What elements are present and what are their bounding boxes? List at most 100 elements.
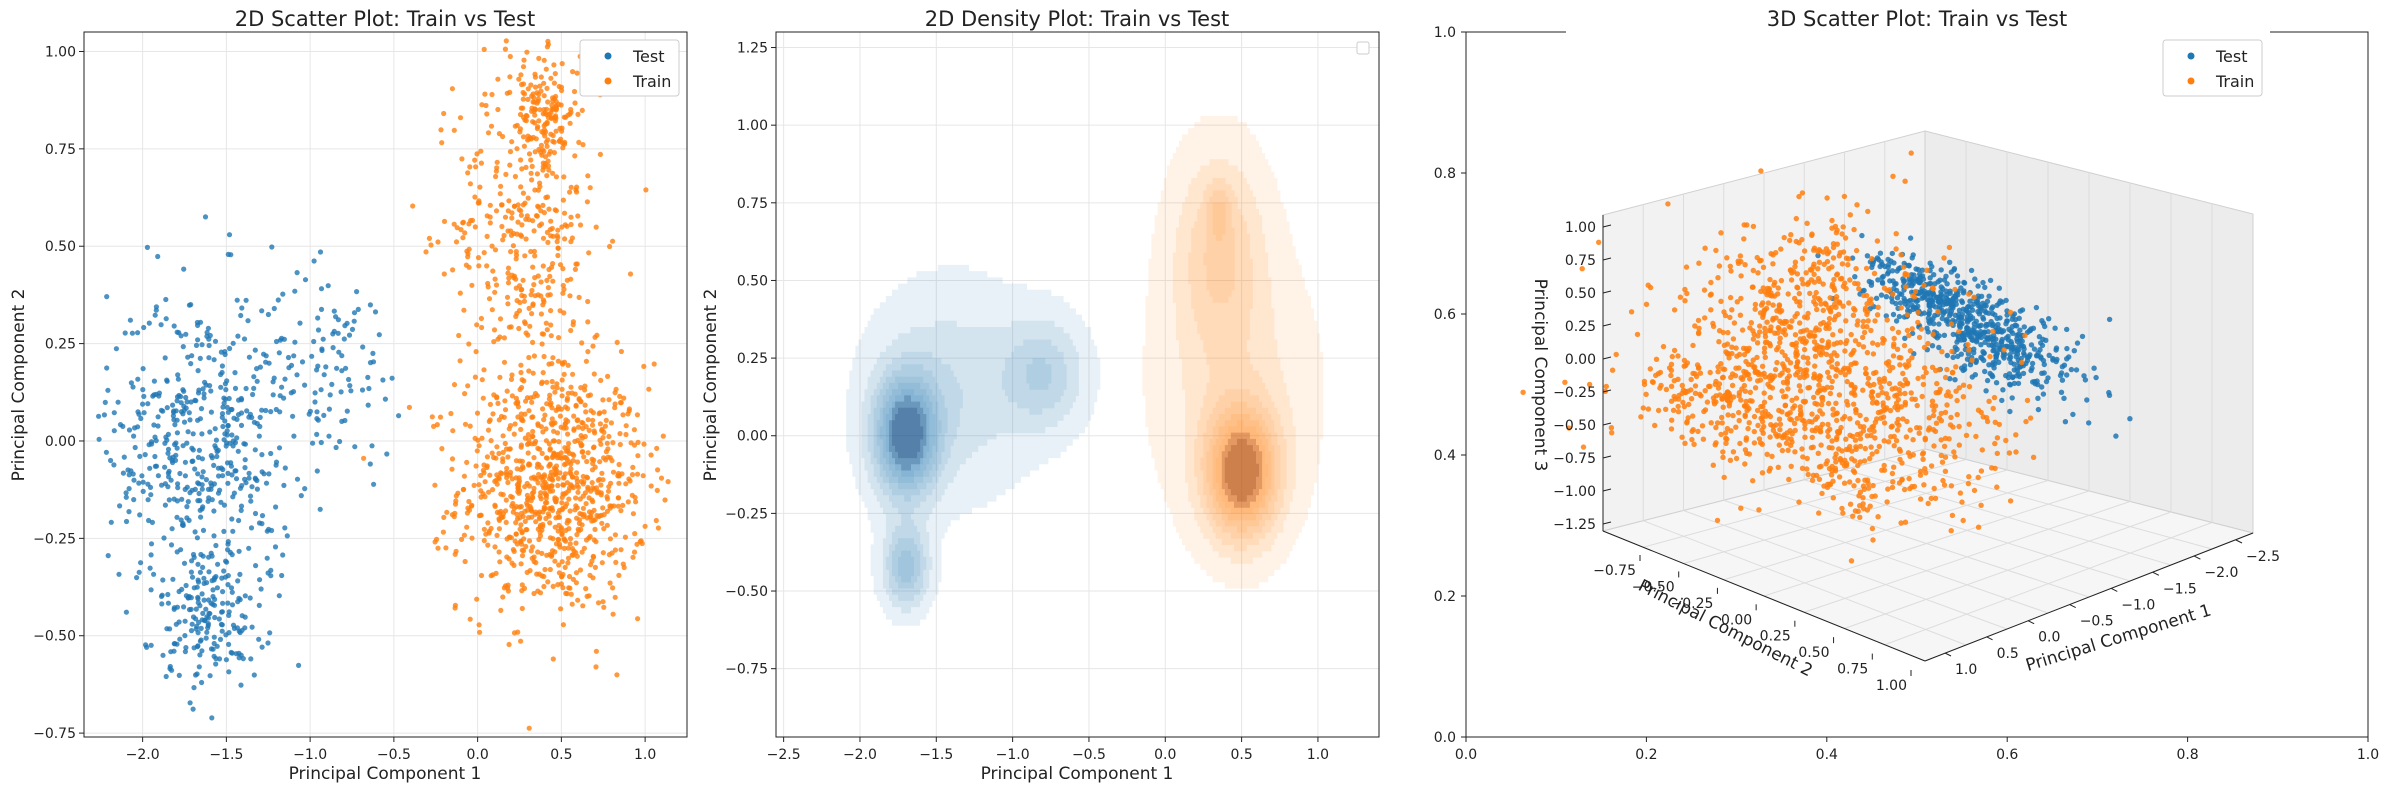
train-point bbox=[460, 219, 466, 225]
train-point bbox=[457, 358, 463, 364]
train-point bbox=[440, 529, 446, 535]
train-point bbox=[1936, 367, 1942, 373]
train-point bbox=[1811, 271, 1817, 278]
train-point bbox=[654, 487, 660, 493]
test-point bbox=[148, 492, 154, 498]
train-point bbox=[536, 91, 542, 97]
test-point bbox=[1889, 268, 1896, 274]
train-point bbox=[625, 499, 631, 505]
train-point bbox=[1869, 400, 1876, 406]
test-point bbox=[1920, 276, 1927, 282]
train-point bbox=[555, 406, 561, 412]
train-point bbox=[1850, 312, 1857, 318]
test-point bbox=[204, 329, 210, 336]
test-point bbox=[1934, 294, 1940, 300]
train-point bbox=[495, 336, 501, 342]
train-point bbox=[492, 289, 498, 295]
test-point bbox=[2036, 334, 2043, 340]
train-point bbox=[1898, 305, 1904, 311]
train-point bbox=[1842, 413, 1848, 420]
train-point bbox=[1954, 397, 1960, 404]
train-point bbox=[580, 425, 586, 431]
train-point bbox=[1910, 437, 1916, 443]
train-point bbox=[530, 370, 536, 376]
train-point bbox=[1917, 425, 1923, 431]
test-point bbox=[2073, 367, 2080, 373]
train-point bbox=[585, 298, 591, 305]
train-point bbox=[1874, 448, 1880, 455]
train-point bbox=[1829, 357, 1835, 363]
test-point bbox=[197, 652, 203, 658]
train-point bbox=[1789, 318, 1795, 324]
train-point bbox=[603, 449, 610, 455]
z-tick-mark bbox=[1602, 224, 1612, 228]
train-point bbox=[1720, 454, 1726, 460]
test-point bbox=[1978, 342, 1984, 348]
train-point bbox=[1876, 443, 1883, 450]
train-point bbox=[545, 292, 551, 298]
test-point bbox=[1938, 284, 1945, 290]
test-point bbox=[239, 613, 245, 619]
train-point bbox=[1723, 440, 1729, 446]
train-point bbox=[555, 235, 561, 241]
train-point bbox=[1947, 422, 1954, 428]
train-point bbox=[1902, 376, 1909, 383]
train-point bbox=[531, 282, 537, 288]
test-point bbox=[225, 470, 231, 476]
train-point bbox=[1675, 353, 1681, 359]
train-point bbox=[641, 441, 647, 447]
train-density-level bbox=[1188, 178, 1287, 552]
train-point bbox=[1787, 237, 1793, 244]
train-point bbox=[635, 439, 641, 445]
train-point bbox=[1877, 379, 1883, 386]
train-point bbox=[406, 404, 412, 410]
train-point bbox=[526, 368, 532, 374]
test-point bbox=[1977, 331, 1984, 337]
test-point bbox=[343, 365, 349, 371]
train-point bbox=[567, 541, 573, 547]
train-point bbox=[472, 374, 478, 380]
scatter-2d-panel: −2.0 −1.5 −1.0 −0.5 0.0 0.5 1.0−0.75−0.50−0.25… bbox=[9, 7, 688, 784]
train-point bbox=[1675, 409, 1682, 415]
train-point bbox=[610, 238, 616, 244]
test-point bbox=[183, 331, 189, 337]
train-point bbox=[533, 519, 539, 525]
train-point bbox=[1918, 326, 1925, 332]
train-point bbox=[1759, 441, 1766, 447]
train-point bbox=[554, 385, 560, 391]
train-point bbox=[522, 518, 528, 525]
train-point bbox=[543, 129, 549, 135]
train-point bbox=[1733, 455, 1740, 462]
scatter-2d-ytick-label: −0.25 bbox=[33, 531, 76, 547]
test-point bbox=[195, 454, 202, 460]
train-point bbox=[547, 392, 553, 398]
train-point bbox=[493, 173, 499, 180]
train-point bbox=[1965, 341, 1971, 348]
test-point bbox=[1938, 267, 1944, 273]
test-point bbox=[198, 514, 204, 520]
test-point bbox=[153, 463, 160, 469]
train-point bbox=[505, 479, 511, 486]
train-point bbox=[1755, 333, 1761, 339]
train-point bbox=[1738, 505, 1744, 511]
train-point bbox=[513, 531, 519, 537]
train-point bbox=[568, 214, 574, 220]
train-point bbox=[1870, 351, 1877, 357]
test-point bbox=[1883, 313, 1890, 319]
test-point bbox=[2086, 420, 2092, 426]
train-point bbox=[543, 139, 549, 145]
train-point bbox=[534, 464, 540, 470]
train-point bbox=[1797, 303, 1803, 309]
train-point bbox=[1994, 450, 2001, 457]
train-point bbox=[500, 594, 506, 600]
density-2d-ylabel: Principal Component 2 bbox=[701, 289, 721, 482]
train-point bbox=[1718, 361, 1724, 367]
train-point bbox=[551, 80, 558, 86]
test-point bbox=[151, 422, 157, 428]
train-point bbox=[472, 194, 478, 200]
train-point bbox=[1853, 446, 1859, 452]
train-point bbox=[552, 207, 558, 213]
z-tick-label: 1.00 bbox=[1565, 220, 1596, 236]
test-point bbox=[135, 424, 141, 430]
train-point bbox=[627, 271, 634, 277]
